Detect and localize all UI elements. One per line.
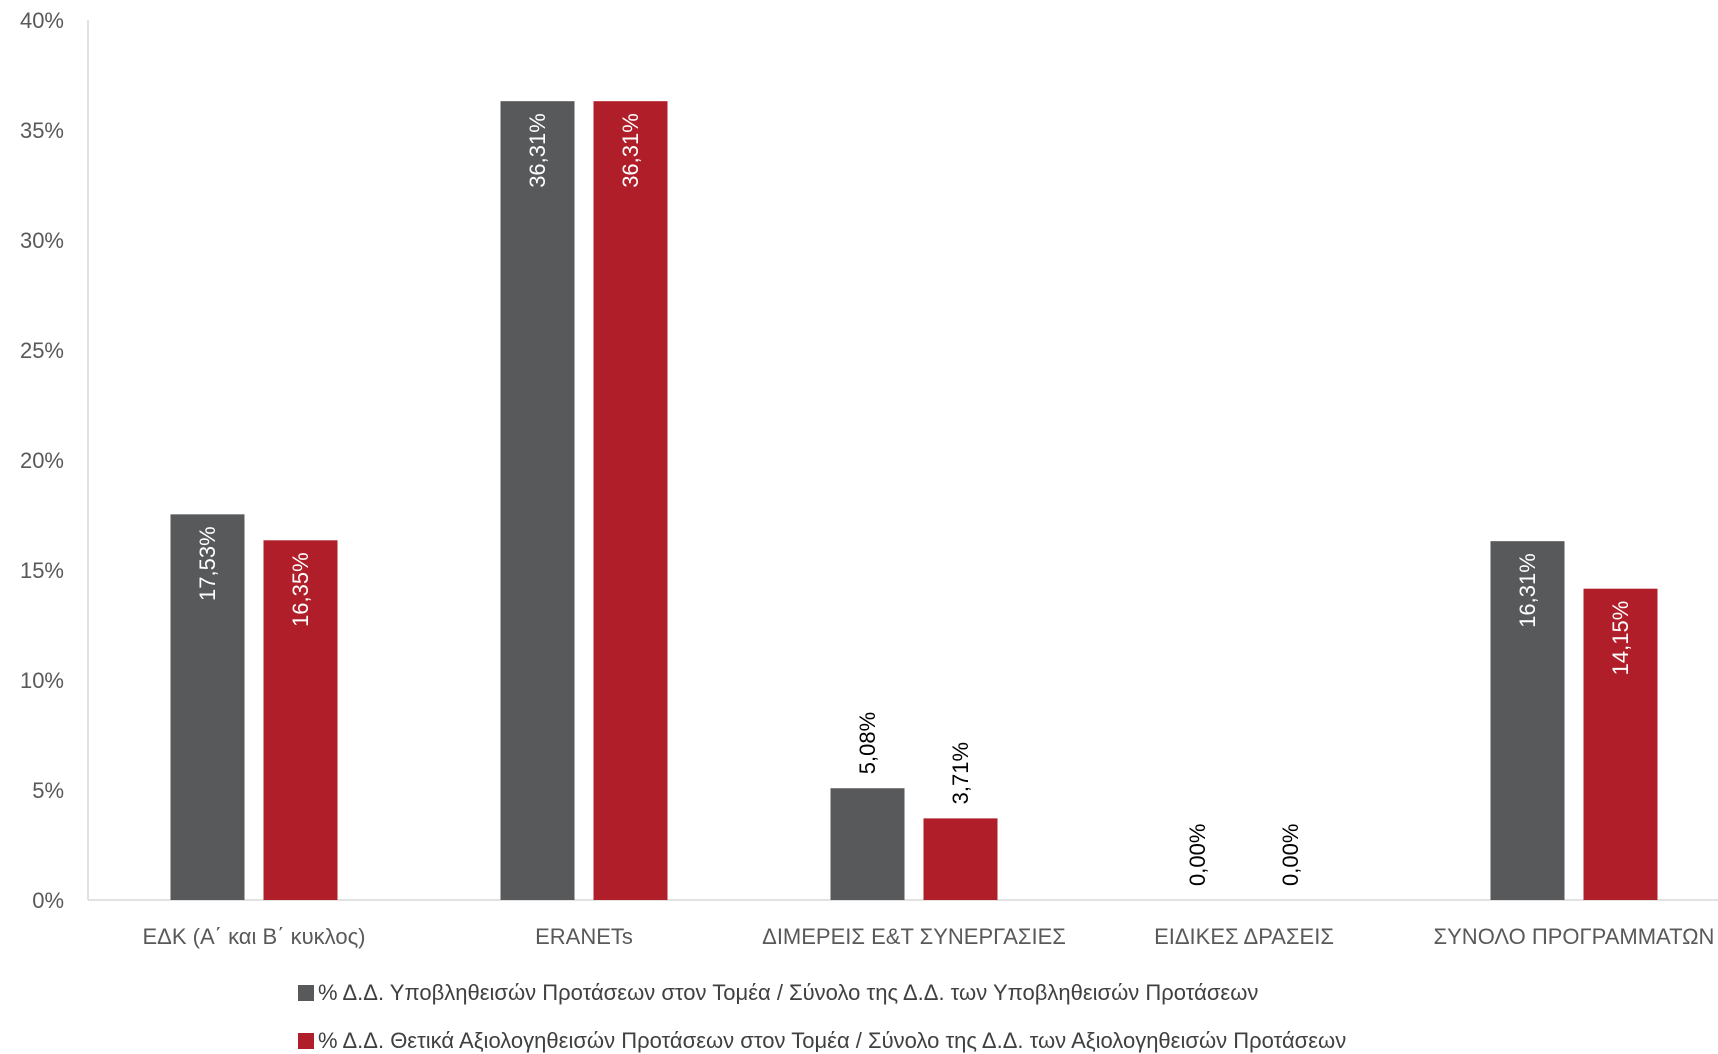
- y-axis: 0% 5% 10% 15% 20% 25% 30% 35% 40%: [20, 8, 89, 913]
- data-label-series-2: 36,31%: [618, 113, 643, 188]
- bar-series-2: [263, 540, 338, 900]
- y-tick-label: 35%: [20, 118, 64, 143]
- legend-item-positively-evaluated: % Δ.Δ. Θετικά Αξιολογηθεισών Προτάσεων σ…: [298, 1028, 1346, 1054]
- y-tick-label: 20%: [20, 448, 64, 473]
- legend-label-positively-evaluated: % Δ.Δ. Θετικά Αξιολογηθεισών Προτάσεων σ…: [318, 1028, 1347, 1053]
- legend-swatch-positively-evaluated: [298, 1033, 314, 1049]
- data-label-series-2: 14,15%: [1608, 601, 1633, 676]
- bar-series-2: [593, 101, 668, 901]
- y-tick-label: 5%: [32, 778, 64, 803]
- y-tick-label: 10%: [20, 668, 64, 693]
- data-label-series-1: 16,31%: [1515, 553, 1540, 628]
- y-tick-label: 15%: [20, 558, 64, 583]
- bar-chart: 0% 5% 10% 15% 20% 25% 30% 35% 40% ΕΔΚ (Α΄ και Β΄…: [20, 8, 1718, 949]
- bar-series-1: [1490, 541, 1565, 900]
- bars-group: [170, 101, 1658, 901]
- legend-item-submitted: % Δ.Δ. Υποβληθεισών Προτάσεων στον Τομέα…: [298, 980, 1258, 1006]
- legend-label-submitted: % Δ.Δ. Υποβληθεισών Προτάσεων στον Τομέα…: [318, 980, 1259, 1005]
- y-tick-label: 25%: [20, 338, 64, 363]
- data-label-series-1: 36,31%: [525, 113, 550, 188]
- data-label-series-1: 0,00%: [1185, 824, 1210, 886]
- data-labels-group: 17,53% 16,35% 36,31% 36,31% 5,08% 3,71% 0,00% 0…: [195, 113, 1633, 886]
- bar-series-1: [170, 514, 245, 900]
- legend-swatch-submitted: [298, 985, 314, 1001]
- data-label-series-2: 16,35%: [288, 552, 313, 627]
- x-category-label: ΔΙΜΕΡΕΙΣ Ε&Τ ΣΥΝΕΡΓΑΣΙΕΣ: [762, 924, 1066, 949]
- y-tick-label: 30%: [20, 228, 64, 253]
- x-category-label: ERANETs: [535, 924, 633, 949]
- y-tick-label: 0%: [32, 888, 64, 913]
- data-label-series-2: 0,00%: [1278, 824, 1303, 886]
- data-label-series-2: 3,71%: [948, 742, 973, 804]
- data-label-series-1: 17,53%: [195, 526, 220, 601]
- bar-series-2: [1583, 588, 1658, 900]
- y-tick-label: 40%: [20, 8, 64, 33]
- x-category-label: ΣΥΝΟΛΟ ΠΡΟΓΡΑΜΜΑΤΩΝ: [1434, 924, 1715, 949]
- x-category-label: ΕΔΚ (Α΄ και Β΄ κυκλος): [142, 924, 365, 949]
- bar-series-1: [830, 788, 905, 900]
- bar-series-1: [500, 101, 575, 901]
- bar-series-2: [923, 818, 998, 900]
- data-label-series-1: 5,08%: [855, 712, 880, 774]
- x-axis: ΕΔΚ (Α΄ και Β΄ κυκλος) ERANETs ΔΙΜΕΡΕΙΣ Ε&…: [88, 899, 1718, 949]
- x-category-label: ΕΙΔΙΚΕΣ ΔΡΑΣΕΙΣ: [1154, 924, 1334, 949]
